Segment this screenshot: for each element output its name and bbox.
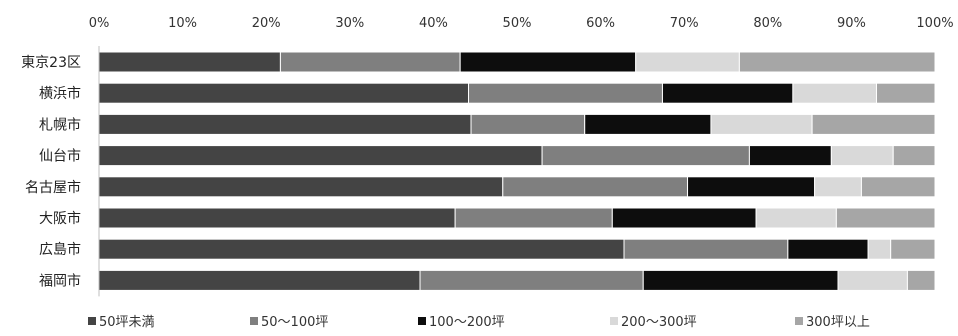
bar-segment: [468, 82, 663, 104]
bar-segment: [748, 145, 832, 167]
bar-segment: [454, 207, 613, 229]
bar-row: [98, 269, 936, 291]
bar-segment: [892, 145, 936, 167]
legend-label: 50坪未満: [99, 315, 155, 330]
x-tick-label: 100%: [916, 16, 953, 31]
bar-segment: [890, 238, 936, 260]
category-label: 東京23区: [21, 55, 81, 71]
x-tick-label: 50%: [503, 16, 532, 31]
legend-swatch: [795, 317, 803, 325]
category-label: 福岡市: [39, 272, 81, 289]
plot-area: [98, 46, 936, 297]
bar-segment: [502, 176, 689, 198]
bar-segment: [837, 269, 908, 291]
x-tick-label: 0%: [89, 16, 110, 31]
bar-row: [98, 238, 936, 260]
x-tick-label: 70%: [670, 16, 699, 31]
bar-segment: [661, 82, 794, 104]
legend-swatch: [88, 317, 96, 325]
bar-segment: [470, 113, 586, 135]
bar-segment: [459, 51, 637, 73]
bar-segment: [687, 176, 816, 198]
bar-segment: [710, 113, 813, 135]
bar-segment: [98, 238, 625, 260]
bar-segment: [835, 207, 936, 229]
category-label: 横浜市: [39, 85, 81, 102]
bar-segment: [98, 82, 470, 104]
legend-label: 200〜300坪: [621, 315, 697, 330]
bar-segment: [98, 207, 456, 229]
category-label: 大阪市: [39, 210, 81, 227]
bar-segment: [830, 145, 894, 167]
legend-label: 100〜200坪: [429, 315, 505, 330]
legend-item: 200〜300坪: [610, 315, 697, 330]
legend-label: 300坪以上: [806, 315, 870, 330]
legend-item: 100〜200坪: [418, 315, 505, 330]
bar-row: [98, 145, 936, 167]
category-label: 仙台市: [39, 148, 81, 165]
bar-segment: [98, 145, 543, 167]
bar-segment: [623, 238, 789, 260]
bar-segment: [98, 269, 421, 291]
bar-segment: [755, 207, 837, 229]
bar-segment: [98, 176, 504, 198]
bar-segment: [279, 51, 461, 73]
legend-swatch: [250, 317, 258, 325]
bar-segment: [814, 176, 862, 198]
x-tick-label: 20%: [252, 16, 281, 31]
bar-segment: [787, 238, 869, 260]
x-axis-ticks: 0% 10% 20% 30% 40% 50% 60% 70% 80% 90% 100%: [89, 16, 954, 31]
x-tick-label: 40%: [419, 16, 448, 31]
bar-segment: [98, 113, 472, 135]
bar-segment: [98, 51, 281, 73]
bar-row: [98, 176, 936, 198]
bar-segment: [611, 207, 757, 229]
legend-item: 50〜100坪: [250, 315, 328, 330]
legend: 50坪未満 50〜100坪 100〜200坪 200〜300坪 300坪以上: [88, 315, 870, 330]
bar-row: [98, 207, 936, 229]
legend-swatch: [418, 317, 426, 325]
bar-row: [98, 113, 936, 135]
bar-segment: [860, 176, 936, 198]
bar-segment: [792, 82, 877, 104]
legend-item: 50坪未満: [88, 315, 155, 330]
bar-row: [98, 82, 936, 104]
legend-label: 50〜100坪: [261, 315, 328, 330]
bar-segment: [541, 145, 750, 167]
x-tick-label: 30%: [335, 16, 364, 31]
x-tick-label: 60%: [586, 16, 615, 31]
category-label: 名古屋市: [25, 179, 81, 196]
bar-row: [98, 51, 936, 73]
category-label: 札幌市: [39, 116, 81, 133]
bar-segment: [419, 269, 644, 291]
legend-swatch: [610, 317, 618, 325]
bar-segment: [635, 51, 740, 73]
category-label: 広島市: [39, 241, 81, 258]
bar-segment: [867, 238, 892, 260]
bar-segment: [738, 51, 936, 73]
bar-segment: [642, 269, 839, 291]
bar-segment: [906, 269, 936, 291]
legend-item: 300坪以上: [795, 315, 870, 330]
bar-segment: [811, 113, 936, 135]
x-tick-label: 80%: [753, 16, 782, 31]
bar-segment: [875, 82, 936, 104]
bar-segment: [584, 113, 712, 135]
x-tick-label: 10%: [168, 16, 197, 31]
x-tick-label: 90%: [837, 16, 866, 31]
